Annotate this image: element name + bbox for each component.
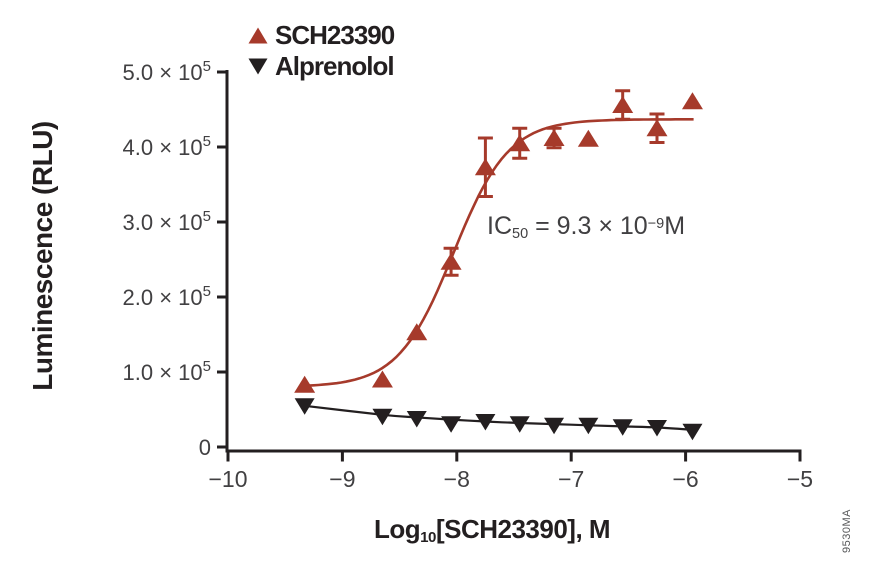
data-point-sch23390 [681,92,703,110]
alprenolol-fit-curve [304,404,693,431]
legend-item-alprenolol: Alprenolol [248,51,395,82]
triangle-up-icon [248,27,268,44]
sch23390-fit-curve [304,118,694,388]
data-point-alprenolol [509,416,530,433]
data-point-sch23390 [474,158,496,176]
y-tick-label: 5.0 × 105 [123,58,211,85]
data-point-alprenolol [406,411,427,428]
legend-label-sch23390: SCH23390 [275,20,395,50]
data-point-alprenolol [294,398,315,415]
legend-label-alprenolol: Alprenolol [275,51,395,81]
data-point-sch23390 [294,375,316,393]
x-tick-label: −9 [329,466,355,492]
x-tick-label: −7 [558,466,584,492]
data-point-sch23390 [371,370,393,388]
data-point-alprenolol [441,416,462,433]
x-tick-label: −6 [672,466,698,492]
triangle-down-icon [248,58,268,75]
y-tick-label: 1.0 × 105 [123,358,211,385]
data-point-sch23390 [406,323,428,341]
legend-item-sch23390: SCH23390 [248,20,395,51]
data-point-alprenolol [578,417,599,435]
x-tick-label: −8 [444,466,470,492]
x-axis-title: Log10[SCH23390], M [374,514,611,547]
data-point-alprenolol [544,417,565,435]
data-point-sch23390 [612,96,634,113]
data-point-alprenolol [372,408,393,426]
x-tick-label: −5 [787,466,813,492]
y-tick-label: 2.0 × 105 [123,283,211,310]
data-point-alprenolol [647,420,667,437]
y-tick-label: 0 [199,435,211,460]
legend: SCH23390 Alprenolol [248,20,395,82]
data-point-sch23390 [577,129,599,147]
data-point-sch23390 [440,252,462,270]
y-tick-label: 3.0 × 105 [123,208,211,235]
data-point-sch23390 [543,129,565,146]
data-point-sch23390 [646,119,668,137]
y-axis-title: Luminescence (RLU) [27,121,58,391]
data-point-alprenolol [475,414,496,431]
x-tick-label: −10 [208,466,247,492]
ic50-annotation: IC50 = 9.3 × 10−9M [487,212,686,242]
watermark-code: 9530MA [841,509,853,553]
data-point-sch23390 [509,134,531,152]
y-tick-label: 4.0 × 105 [123,133,211,160]
data-point-alprenolol [612,419,633,436]
data-point-alprenolol [682,423,703,441]
